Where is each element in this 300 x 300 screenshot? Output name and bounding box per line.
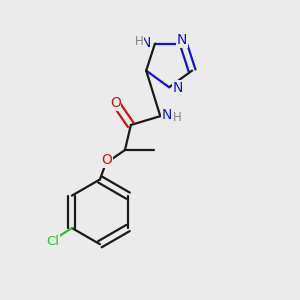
Text: Cl: Cl bbox=[46, 235, 59, 248]
Text: O: O bbox=[110, 97, 121, 110]
Text: N: N bbox=[162, 108, 172, 122]
Text: N: N bbox=[177, 33, 187, 47]
Text: H: H bbox=[173, 110, 182, 124]
Text: H: H bbox=[134, 35, 143, 48]
Text: O: O bbox=[101, 153, 112, 167]
Text: N: N bbox=[141, 36, 152, 50]
Text: N: N bbox=[173, 81, 183, 95]
